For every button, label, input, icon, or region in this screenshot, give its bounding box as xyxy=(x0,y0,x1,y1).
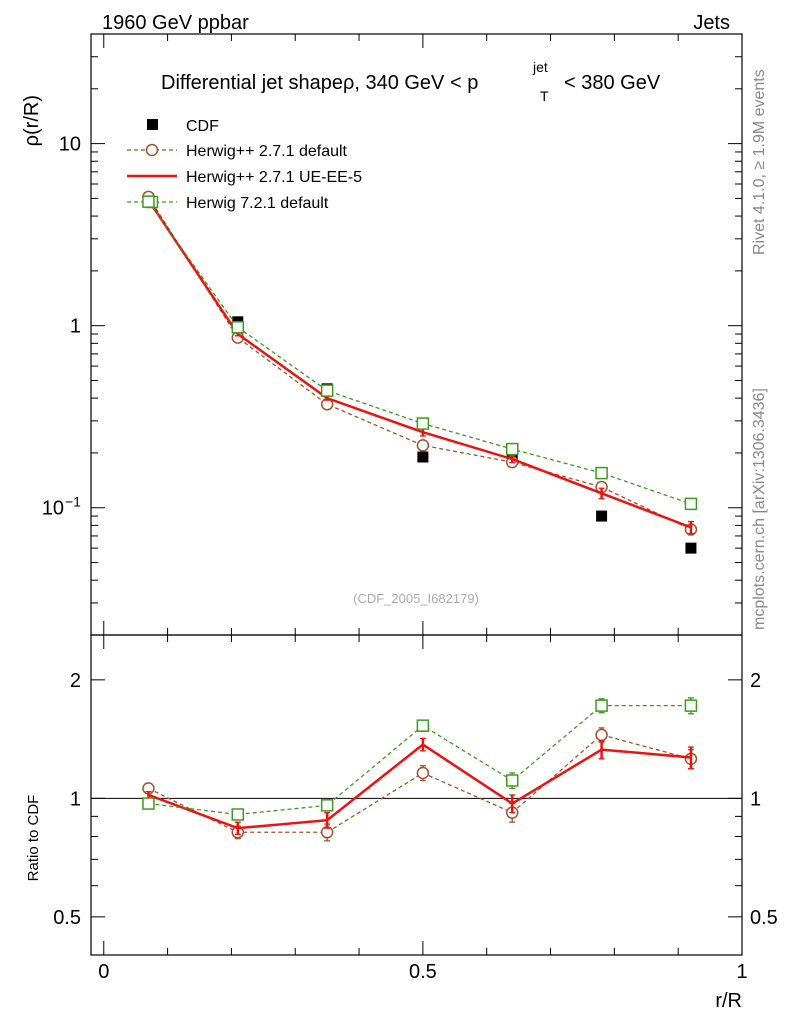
main-point-herwig-7-2-1-default xyxy=(231,321,245,334)
x-tick-label: 1 xyxy=(736,961,747,983)
main-point-herwig-7-2-1-default xyxy=(142,195,155,208)
legend-marker-herwigpp-default xyxy=(145,143,159,157)
x-axis-label: r/R xyxy=(715,990,742,1012)
main-point-cdf xyxy=(685,542,697,554)
plot-title-sub: T xyxy=(540,88,549,104)
plot-title-tail: < 380 GeV xyxy=(564,72,661,94)
ratio-y-axis-label: Ratio to CDF xyxy=(25,795,42,882)
ratio-point-herwig-7-2-1-default xyxy=(142,797,155,810)
ratio-point-herwig-2-7-1-default xyxy=(416,766,430,780)
ratio-y-tick-label-right: 0.5 xyxy=(750,907,778,929)
ratio-point-herwig-7-2-1-default xyxy=(595,699,608,712)
ratio-point-herwig-2-7-1-default xyxy=(595,728,608,742)
ratio-point-herwig-7-2-1-default xyxy=(505,774,519,787)
rivet-version-label: Rivet 4.1.0, ≥ 1.9M events xyxy=(751,69,768,255)
ratio-point-herwig-7-2-1-default xyxy=(231,808,245,821)
main-point-herwig-7-2-1-default xyxy=(595,466,608,480)
ratio-y-tick-label: 2 xyxy=(70,670,81,692)
plot-title-sup: jet xyxy=(532,59,548,75)
analysis-watermark: (CDF_2005_I682179) xyxy=(353,591,479,606)
ratio-line-herwig-2-7-1-ue-ee-5 xyxy=(148,742,692,830)
legend-marker-cdf xyxy=(147,119,158,130)
y-tick-label-exponent: −1 xyxy=(65,494,81,510)
y-tick-label: 10 xyxy=(59,134,81,156)
main-point-herwig-7-2-1-default xyxy=(416,417,430,430)
x-tick-label: 0.5 xyxy=(409,961,437,983)
y-tick-label: 10 xyxy=(42,498,64,520)
ratio-y-tick-label-right: 2 xyxy=(750,670,761,692)
main-point-cdf xyxy=(417,451,429,463)
ratio-y-tick-label: 0.5 xyxy=(53,907,81,929)
ratio-plot-frame xyxy=(90,634,743,956)
main-line-herwig-2-7-1-ue-ee-5 xyxy=(147,199,692,529)
ratio-y-tick-label: 1 xyxy=(70,788,81,810)
main-point-herwig-7-2-1-default xyxy=(320,384,334,397)
plot-title: Differential jet shapeρ, 340 GeV < p xyxy=(161,72,478,94)
ratio-point-herwig-7-2-1-default xyxy=(684,699,698,712)
main-point-herwig-2-7-1-default xyxy=(416,439,430,452)
plot-title-main: Differential jet shapeρ, 340 GeV < p xyxy=(161,72,478,94)
header-collider: 1960 GeV ppbar xyxy=(102,12,249,34)
main-point-cdf xyxy=(596,510,608,522)
legend-label-herwigpp-default: Herwig++ 2.7.1 default xyxy=(186,143,348,160)
y-axis-label: ρ(r/R) xyxy=(21,95,43,146)
legend: CDF Herwig++ 2.7.1 default Herwig++ 2.7.… xyxy=(127,118,362,212)
main-line-herwig-2-7-1-default xyxy=(147,196,692,531)
series-layer xyxy=(142,190,698,842)
legend-label-herwigpp-ueee5: Herwig++ 2.7.1 UE-EE-5 xyxy=(186,169,362,186)
y-tick-label: 1 xyxy=(70,316,81,338)
ratio-point-herwig-7-2-1-default xyxy=(320,799,334,812)
main-point-herwig-7-2-1-default xyxy=(684,497,698,511)
x-tick-label: 0 xyxy=(98,961,109,983)
ratio-point-herwig-7-2-1-default xyxy=(416,719,430,732)
header-process: Jets xyxy=(693,12,730,34)
legend-label-herwig7-default: Herwig 7.2.1 default xyxy=(186,195,329,212)
main-point-herwig-7-2-1-default xyxy=(505,442,519,456)
legend-label-cdf: CDF xyxy=(186,118,219,135)
ratio-y-tick-label-right: 1 xyxy=(750,788,761,810)
mcplots-label: mcplots.cern.ch [arXiv:1306.3436] xyxy=(751,388,768,630)
